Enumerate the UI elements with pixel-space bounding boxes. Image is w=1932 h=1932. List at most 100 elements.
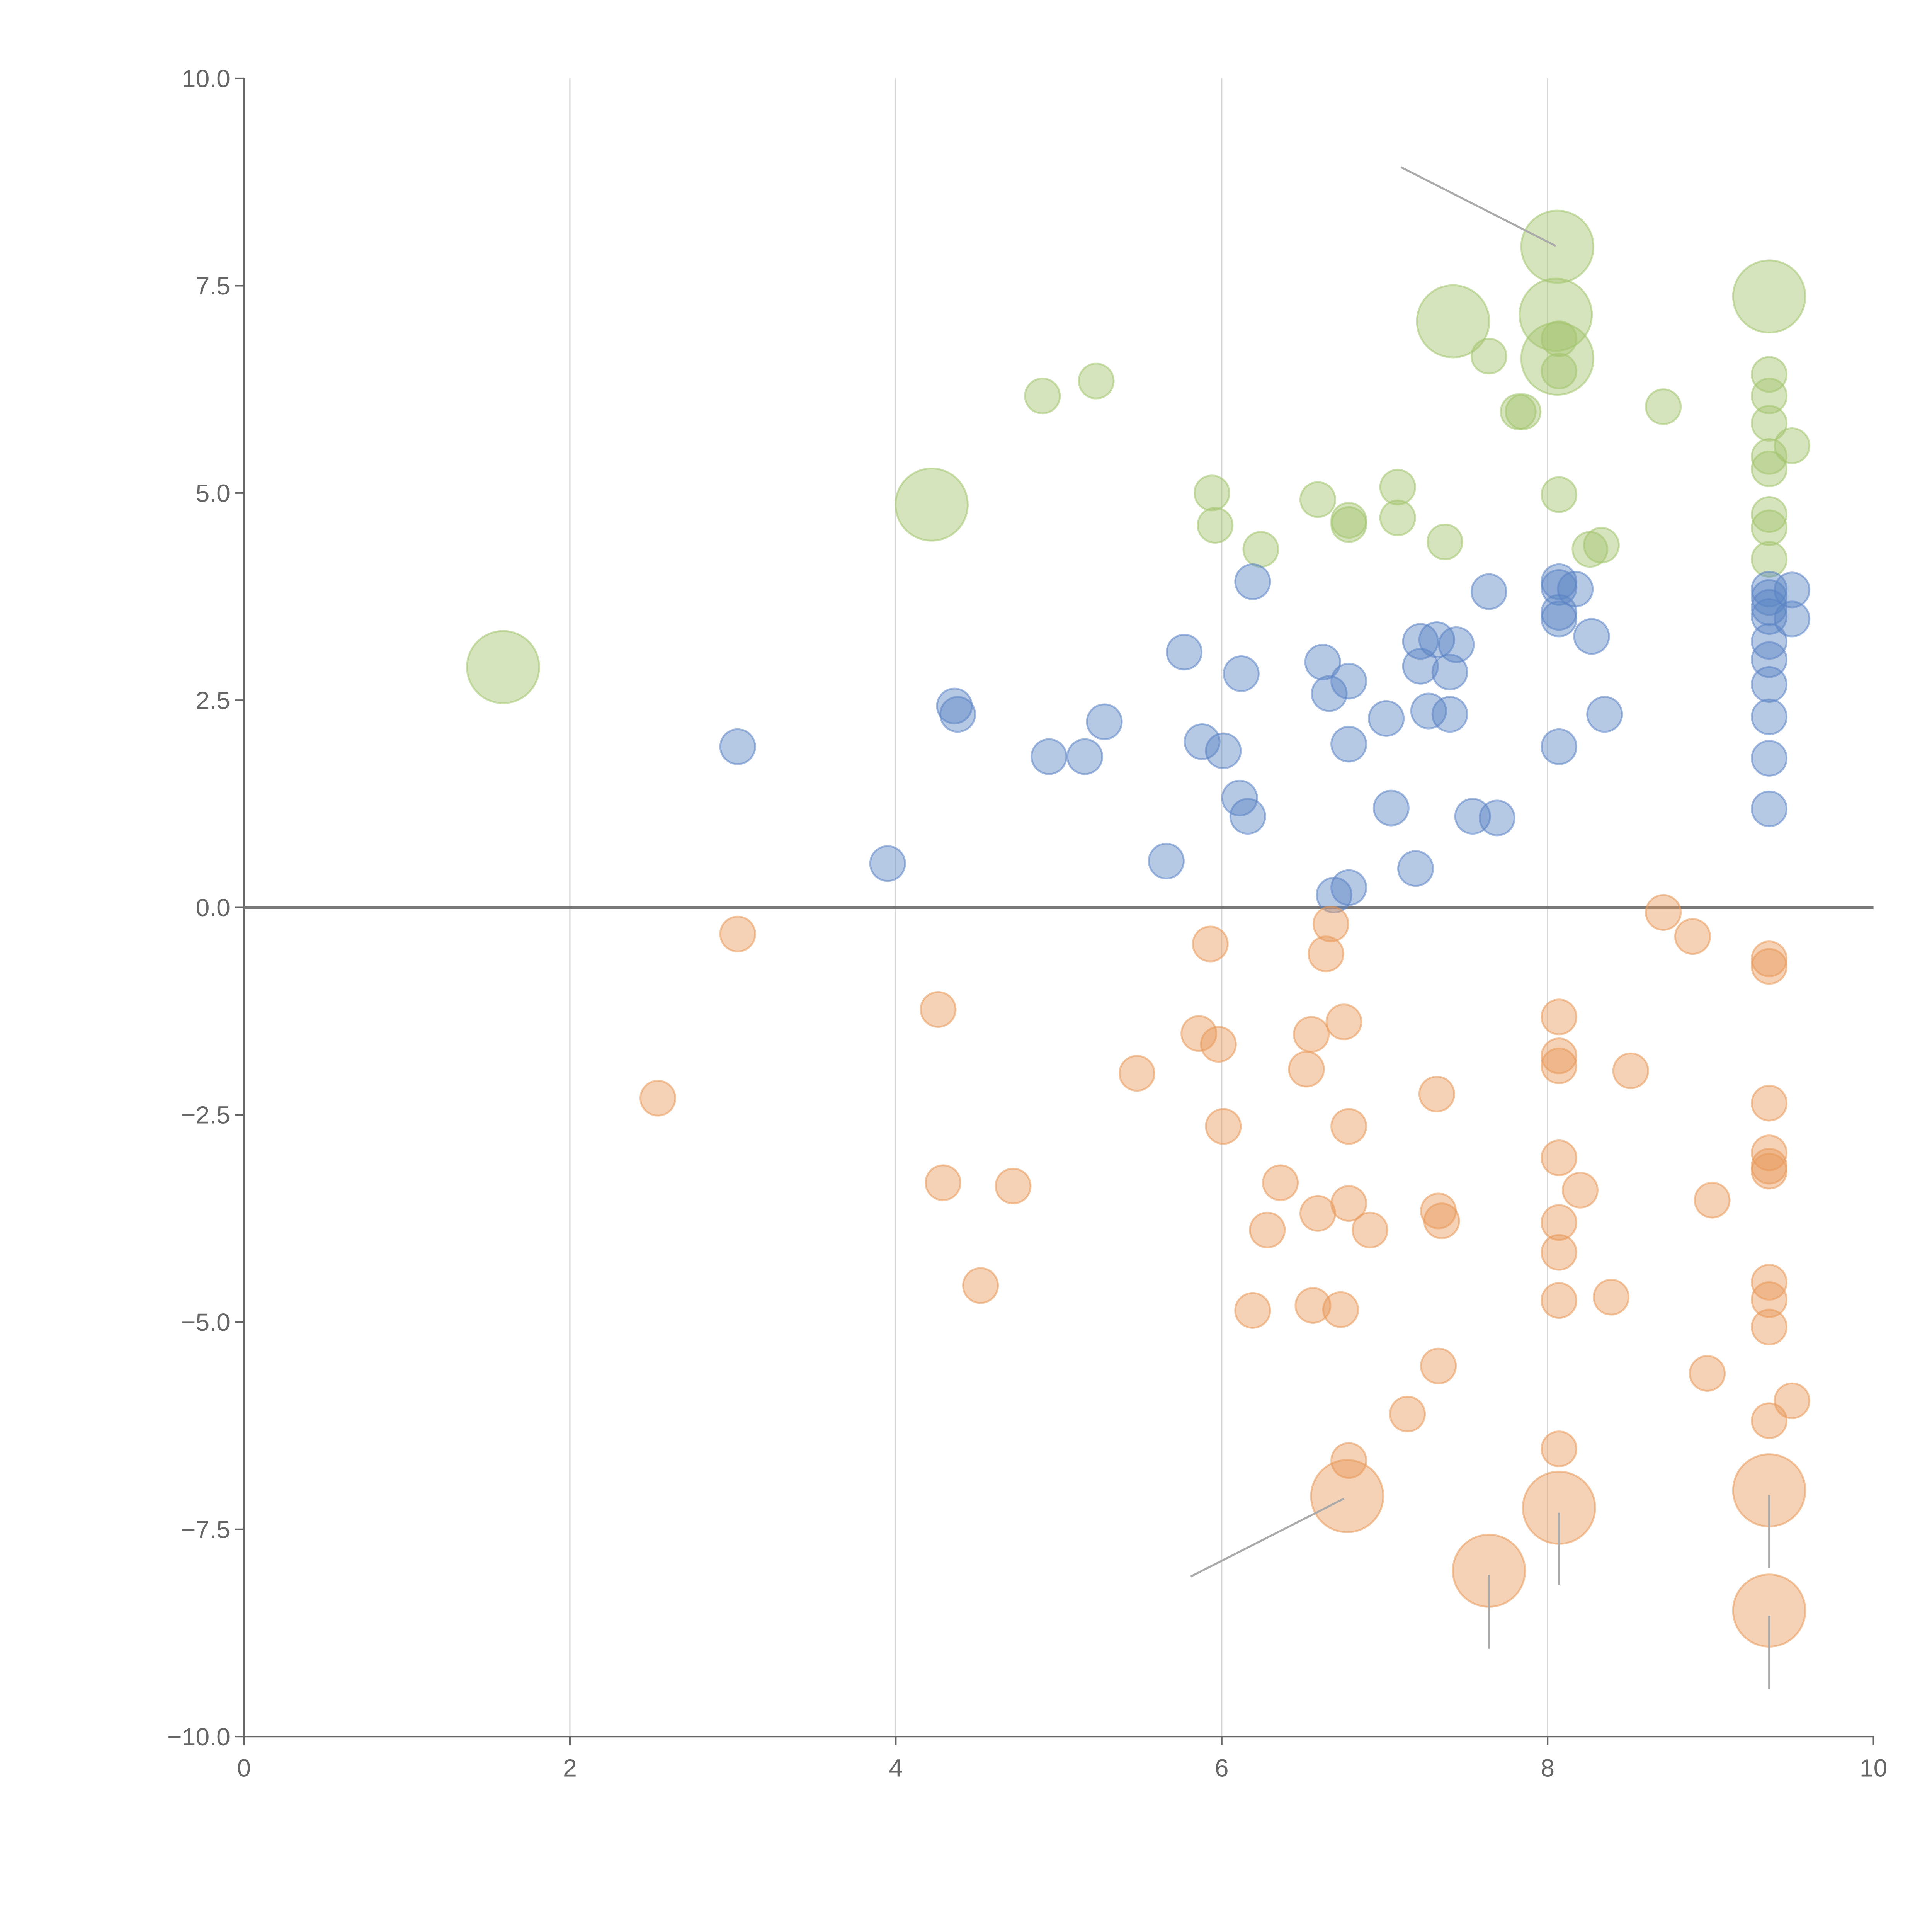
annotation-leader-line: [1190, 1498, 1345, 1578]
data-point-orange: [1325, 1003, 1362, 1041]
x-tick-label: 4: [889, 1754, 903, 1782]
data-point-blue: [1205, 732, 1242, 769]
data-point-green: [1242, 531, 1279, 568]
y-tick-label: −7.5: [181, 1515, 230, 1543]
data-point-orange: [1330, 1185, 1367, 1222]
data-point-orange: [1420, 1347, 1457, 1384]
data-point-blue: [1221, 779, 1258, 816]
data-point-orange: [1751, 1308, 1788, 1345]
x-tick-label: 2: [563, 1754, 577, 1782]
y-tick: 0.0: [196, 894, 244, 922]
data-point-orange: [1205, 1108, 1242, 1145]
data-point-orange: [1299, 1195, 1337, 1232]
data-point-orange: [1645, 894, 1682, 931]
data-point-orange: [1541, 1282, 1578, 1319]
data-point-orange: [1541, 998, 1578, 1036]
data-point-green: [1751, 496, 1788, 533]
y-tick: 7.5: [196, 272, 244, 300]
data-point-green: [1330, 506, 1367, 543]
data-point-blue: [1586, 696, 1623, 733]
data-point-orange: [1694, 1182, 1731, 1219]
y-tick: −10.0: [167, 1723, 244, 1751]
data-point-blue: [1397, 850, 1434, 887]
data-point-blue: [1557, 571, 1594, 608]
data-point-green: [1505, 393, 1542, 430]
data-point-green: [1379, 469, 1416, 506]
annotation-leaders: [1190, 166, 1770, 1689]
data-point-green: [1751, 541, 1788, 578]
x-tick: 2: [563, 1736, 577, 1782]
data-point-green: [1541, 476, 1578, 513]
x-tick: 8: [1541, 1736, 1554, 1782]
data-point-green: [895, 467, 969, 542]
data-point-orange: [1322, 1291, 1359, 1328]
data-point-blue: [719, 728, 756, 765]
data-point-green: [1416, 284, 1490, 359]
y-tick: −7.5: [181, 1515, 244, 1543]
data-point-orange: [1312, 905, 1349, 943]
data-point-orange: [1751, 1402, 1788, 1439]
y-tick: −2.5: [181, 1101, 244, 1129]
x-tick-label: 0: [237, 1754, 251, 1782]
data-point-green: [1024, 378, 1061, 415]
data-point-blue: [1431, 696, 1468, 733]
data-point-green: [1751, 451, 1788, 488]
data-point-orange: [1389, 1396, 1426, 1433]
data-point-green: [1520, 209, 1595, 284]
data-point-blue: [1330, 663, 1367, 700]
series-orange: [639, 894, 1811, 1648]
data-point-green: [1519, 277, 1593, 352]
data-point-green: [1541, 352, 1578, 389]
data-point-green: [1751, 378, 1788, 415]
data-point-orange: [639, 1080, 677, 1117]
y-tick: 2.5: [196, 687, 244, 714]
data-point-blue: [1166, 634, 1203, 671]
y-tick-label: 2.5: [196, 687, 230, 714]
data-point-orange: [1262, 1164, 1299, 1201]
data-point-green: [1078, 362, 1115, 400]
data-point-green: [1379, 499, 1416, 536]
y-tick: 10.0: [182, 65, 244, 93]
data-point-orange: [1541, 1047, 1578, 1084]
data-point-green: [1193, 474, 1230, 512]
data-point-blue: [1086, 703, 1123, 740]
data-point-orange: [995, 1167, 1032, 1205]
data-point-orange: [1423, 1202, 1460, 1240]
data-point-orange: [1541, 1037, 1578, 1075]
data-point-orange: [1593, 1279, 1630, 1316]
data-point-blue: [1402, 648, 1439, 685]
data-point-blue: [1438, 626, 1475, 663]
data-point-orange: [1293, 1016, 1330, 1053]
x-tick: 6: [1215, 1736, 1229, 1782]
data-point-blue: [1330, 726, 1367, 763]
y-tick-label: −10.0: [167, 1723, 230, 1751]
data-point-orange: [1541, 1139, 1578, 1177]
data-point-orange: [1288, 1051, 1325, 1088]
data-point-blue: [1431, 653, 1468, 690]
data-point-orange: [1751, 1281, 1788, 1318]
data-point-green: [1541, 320, 1578, 357]
data-point-orange: [719, 915, 756, 952]
data-point-orange: [1751, 1153, 1788, 1190]
x-tick: 4: [889, 1736, 903, 1782]
data-point-blue: [869, 845, 906, 882]
data-point-green: [1751, 509, 1788, 546]
data-point-orange: [1418, 1075, 1455, 1112]
data-point-blue: [1229, 798, 1266, 835]
data-point-blue: [1541, 600, 1578, 638]
y-tick-label: 7.5: [196, 272, 230, 300]
data-point-orange: [1351, 1211, 1389, 1248]
data-point-blue: [1751, 740, 1788, 777]
data-point-orange: [1689, 1355, 1726, 1392]
data-point-green: [1751, 438, 1788, 475]
data-point-blue: [1184, 723, 1221, 760]
data-point-blue: [1751, 579, 1788, 616]
data-point-orange: [1674, 918, 1711, 955]
data-point-orange: [920, 991, 957, 1028]
annotation-leader-line: [1400, 166, 1556, 247]
y-tick: 5.0: [196, 479, 244, 507]
series-green: [466, 209, 1811, 704]
data-point-orange: [1234, 1292, 1271, 1329]
data-point-orange: [1200, 1026, 1237, 1063]
